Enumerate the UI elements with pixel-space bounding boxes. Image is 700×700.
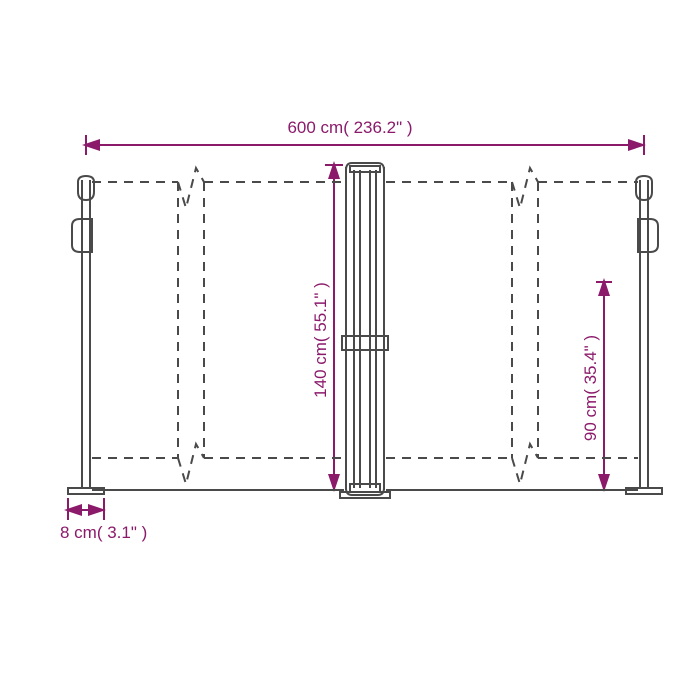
base-label: 8 cm( 3.1" )	[60, 523, 147, 542]
height-right-label: 90 cm( 35.4" )	[581, 335, 600, 441]
center-column	[340, 163, 390, 498]
right-post	[626, 176, 662, 494]
dimension-height-center: 140 cm( 55.1" )	[311, 165, 343, 490]
width-label: 600 cm( 236.2" )	[287, 118, 412, 137]
left-post	[68, 176, 104, 494]
dashed-left	[92, 168, 344, 484]
product-drawing	[68, 163, 662, 498]
dimension-base: 8 cm( 3.1" )	[60, 498, 147, 542]
dashed-right	[386, 168, 638, 484]
dimension-width: 600 cm( 236.2" )	[86, 118, 644, 155]
height-center-label: 140 cm( 55.1" )	[311, 282, 330, 398]
